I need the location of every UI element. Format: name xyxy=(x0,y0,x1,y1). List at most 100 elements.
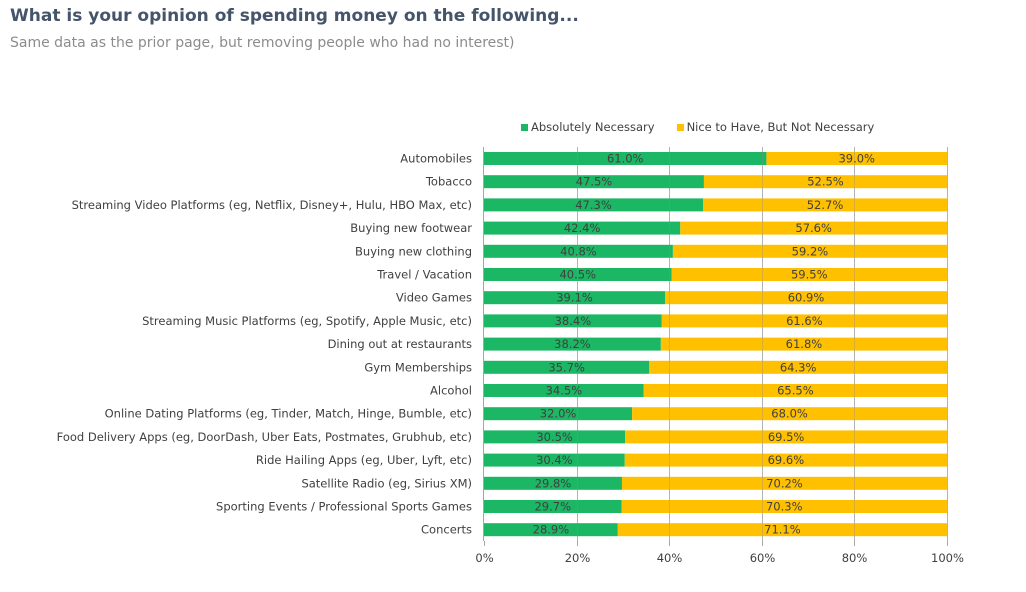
bar-nice-to-have xyxy=(621,476,947,490)
bar-nice-to-have xyxy=(672,244,947,258)
bars xyxy=(484,152,947,537)
value-label-nice-to-have: 61.8% xyxy=(786,337,823,351)
bar-absolutely-necessary xyxy=(484,500,622,513)
bar-absolutely-necessary xyxy=(484,175,704,189)
category-labels: Automobiles Tobacco Streaming Video Platfo… xyxy=(57,152,473,537)
category-label: Travel / Vacation xyxy=(376,268,472,282)
bar-absolutely-necessary xyxy=(484,453,625,467)
legend-item-absolutely-necessary: Absolutely Necessary xyxy=(521,120,655,134)
value-label-nice-to-have: 70.3% xyxy=(766,500,803,514)
category-label: Ride Hailing Apps (eg, Uber, Lyft, etc) xyxy=(256,453,472,467)
bar-nice-to-have xyxy=(621,500,947,513)
legend-swatch-absolutely-necessary xyxy=(521,123,528,131)
category-label: Buying new footwear xyxy=(350,221,472,235)
legend-item-nice-to-have: Nice to Have, But Not Necessary xyxy=(676,120,875,134)
bar-nice-to-have xyxy=(625,430,947,444)
value-label-absolutely-necessary: 34.5% xyxy=(546,384,583,398)
value-label-absolutely-necessary: 61.0% xyxy=(607,152,644,166)
bar-absolutely-necessary xyxy=(484,291,666,305)
value-label-absolutely-necessary: 39.1% xyxy=(556,291,593,305)
legend-label-absolutely-necessary: Absolutely Necessary xyxy=(531,120,655,134)
bar-nice-to-have xyxy=(703,175,947,189)
x-tick-label: 20% xyxy=(565,551,591,565)
value-label-nice-to-have: 65.5% xyxy=(777,384,814,398)
value-label-absolutely-necessary: 47.3% xyxy=(575,198,612,212)
category-label: Gym Memberships xyxy=(364,360,472,374)
page-title: What is your opinion of spending money o… xyxy=(10,6,579,26)
value-label-nice-to-have: 57.6% xyxy=(795,221,832,235)
bar-absolutely-necessary xyxy=(484,360,650,374)
value-label-absolutely-necessary: 35.7% xyxy=(548,360,585,374)
value-label-nice-to-have: 59.5% xyxy=(791,268,828,282)
value-label-absolutely-necessary: 28.9% xyxy=(533,523,570,537)
legend-swatch-nice-to-have xyxy=(676,123,684,131)
page-subtitle: Same data as the prior page, but removin… xyxy=(10,35,515,51)
value-label-absolutely-necessary: 38.2% xyxy=(554,337,591,351)
bar-absolutely-necessary xyxy=(484,384,644,397)
chart-legend: Absolutely Necessary Nice to Have, But N… xyxy=(521,120,896,134)
bar-absolutely-necessary xyxy=(484,523,618,537)
bar-nice-to-have xyxy=(680,221,947,235)
value-labels: 61.0% 39.0% 47.5% 52.5% 47.3% 52.7% 42.4% 57.6%… xyxy=(533,152,875,537)
value-label-nice-to-have: 52.5% xyxy=(807,175,844,189)
value-label-nice-to-have: 52.7% xyxy=(807,198,844,212)
bar-nice-to-have xyxy=(649,360,947,374)
bar-nice-to-have xyxy=(665,291,947,305)
value-label-nice-to-have: 39.0% xyxy=(838,152,875,166)
value-label-nice-to-have: 69.5% xyxy=(768,430,805,444)
bar-absolutely-necessary xyxy=(484,337,661,351)
value-label-absolutely-necessary: 32.0% xyxy=(540,407,577,421)
value-label-absolutely-necessary: 29.8% xyxy=(535,476,572,490)
value-label-absolutely-necessary: 29.7% xyxy=(534,500,571,514)
x-tick-label: 40% xyxy=(657,551,683,565)
value-label-nice-to-have: 60.9% xyxy=(788,291,825,305)
value-label-absolutely-necessary: 30.4% xyxy=(536,453,573,467)
bar-nice-to-have xyxy=(624,453,947,467)
gridlines-overlay xyxy=(577,147,948,541)
value-label-nice-to-have: 68.0% xyxy=(771,407,808,421)
category-label: Alcohol xyxy=(430,384,472,398)
bar-nice-to-have xyxy=(702,198,947,212)
bar-nice-to-have xyxy=(660,337,947,351)
value-label-absolutely-necessary: 30.5% xyxy=(536,430,573,444)
category-label: Online Dating Platforms (eg, Tinder, Mat… xyxy=(105,407,472,421)
category-label: Streaming Music Platforms (eg, Spotify, … xyxy=(142,314,472,328)
category-label: Food Delivery Apps (eg, DoorDash, Uber E… xyxy=(57,430,472,444)
category-label: Sporting Events / Professional Sports Ga… xyxy=(216,500,472,514)
bar-absolutely-necessary xyxy=(484,152,767,165)
x-tick-label: 60% xyxy=(750,551,776,565)
bar-nice-to-have xyxy=(643,384,947,397)
bar-absolutely-necessary xyxy=(484,268,672,281)
value-label-nice-to-have: 61.6% xyxy=(786,314,823,328)
value-label-absolutely-necessary: 42.4% xyxy=(564,221,601,235)
bar-absolutely-necessary xyxy=(484,244,673,258)
value-label-nice-to-have: 71.1% xyxy=(764,523,801,537)
category-label: Tobacco xyxy=(425,175,472,189)
value-label-nice-to-have: 69.6% xyxy=(768,453,805,467)
bar-absolutely-necessary xyxy=(484,221,681,235)
value-label-absolutely-necessary: 40.5% xyxy=(559,268,596,282)
category-label: Satellite Radio (eg, Sirius XM) xyxy=(301,476,472,490)
bar-absolutely-necessary xyxy=(484,430,626,444)
bar-nice-to-have xyxy=(632,407,947,421)
x-tick-label: 100% xyxy=(931,551,964,565)
category-label: Concerts xyxy=(421,523,472,537)
value-label-absolutely-necessary: 47.5% xyxy=(576,175,613,189)
value-label-absolutely-necessary: 40.8% xyxy=(560,244,597,258)
value-label-absolutely-necessary: 38.4% xyxy=(555,314,592,328)
category-label: Video Games xyxy=(396,291,472,305)
bar-nice-to-have xyxy=(766,152,947,165)
category-label: Buying new clothing xyxy=(355,244,472,258)
x-axis: 0% 20% 40% 60% 80% 100% xyxy=(475,147,964,565)
legend-label-nice-to-have: Nice to Have, But Not Necessary xyxy=(686,120,875,134)
bar-absolutely-necessary xyxy=(484,198,703,212)
bar-nice-to-have xyxy=(671,268,947,281)
value-label-nice-to-have: 59.2% xyxy=(792,244,829,258)
value-label-nice-to-have: 64.3% xyxy=(780,360,817,374)
x-tick-label: 0% xyxy=(475,551,493,565)
x-tick-label: 80% xyxy=(842,551,868,565)
bar-nice-to-have xyxy=(617,523,947,537)
bar-absolutely-necessary xyxy=(484,476,622,490)
bar-absolutely-necessary xyxy=(484,314,662,328)
category-label: Automobiles xyxy=(400,152,472,166)
